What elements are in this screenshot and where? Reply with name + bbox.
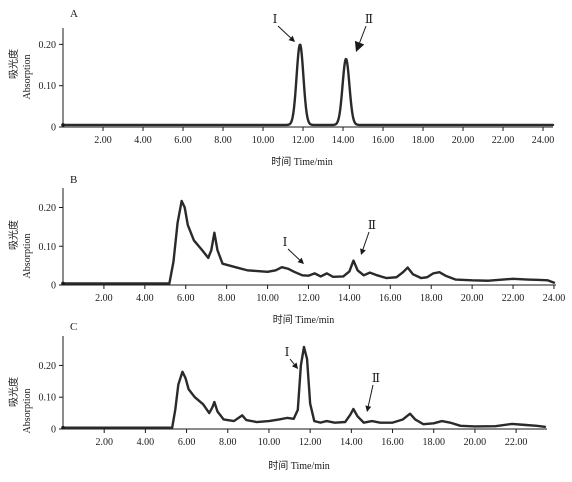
x-tick-label: 10.00 (252, 135, 275, 146)
baseline-start-marker (61, 425, 65, 430)
x-tick-label: 24.00 (543, 293, 566, 304)
x-tick-label: 20.00 (461, 293, 484, 304)
x-tick-label: 8.00 (219, 437, 237, 448)
panel-c: C 吸光度 Absorption 0 0.10 0.20 2.00 4.00 6.00 8.00 1… (7, 321, 547, 472)
x-tick-label: 18.00 (412, 135, 435, 146)
y-tick-label: 0.10 (39, 242, 57, 253)
x-tick-label: 14.00 (340, 437, 363, 448)
peak-annotation: Ⅱ (360, 218, 376, 255)
y-axis-label-cn: 吸光度 (7, 49, 20, 79)
arrow-head (365, 405, 372, 412)
panel-letter: A (70, 8, 78, 20)
y-tick-label: 0.20 (39, 361, 57, 372)
x-tick-label: 8.00 (214, 135, 232, 146)
y-axis-label-cn: 吸光度 (7, 377, 20, 407)
x-tick-label: 4.00 (137, 437, 155, 448)
arrow-head (291, 362, 298, 369)
peak-label: Ⅰ (273, 12, 278, 26)
peak-annotation: Ⅰ (285, 345, 298, 369)
x-tick-label: 22.00 (492, 135, 515, 146)
x-tick-label: 18.00 (420, 293, 443, 304)
x-tick-label: 14.00 (332, 135, 355, 146)
series-line (61, 345, 547, 429)
peak-annotation: Ⅰ (273, 12, 295, 42)
arrow-shaft (359, 25, 367, 43)
arrow-shaft (289, 358, 295, 365)
x-tick-label: 2.00 (94, 135, 112, 146)
peak-label: Ⅰ (285, 345, 290, 359)
peak-label: Ⅱ (365, 12, 373, 26)
peak-annotation: Ⅰ (283, 235, 304, 264)
arrow-head (297, 257, 304, 264)
arrow-shaft (287, 248, 300, 261)
x-tick-label: 4.00 (134, 135, 152, 146)
y-tick-label: 0 (51, 123, 56, 134)
x-tick-label: 16.00 (381, 437, 404, 448)
x-axis-label: 时间 Time/min (268, 459, 330, 472)
peak-annotation: Ⅱ (365, 371, 380, 412)
arrow-head (354, 40, 365, 52)
x-tick-label: 6.00 (177, 293, 195, 304)
x-tick-label: 12.00 (297, 293, 320, 304)
arrow-shaft (277, 25, 291, 39)
x-tick-label: 10.00 (256, 293, 279, 304)
y-tick-label: 0 (51, 425, 56, 436)
x-tick-label: 24.00 (532, 135, 555, 146)
peak-label: Ⅱ (372, 371, 380, 385)
y-axis-label-en: Absorption (22, 55, 33, 100)
x-tick-label: 6.00 (174, 135, 192, 146)
x-tick-label: 8.00 (218, 293, 236, 304)
x-tick-label: 4.00 (136, 293, 154, 304)
x-tick-label: 2.00 (95, 437, 113, 448)
y-tick-label: 0 (51, 281, 56, 292)
y-axis-label-en: Absorption (22, 389, 33, 434)
peak-label: Ⅱ (368, 218, 376, 232)
y-tick-label: 0.10 (39, 393, 57, 404)
x-tick-label: 16.00 (372, 135, 395, 146)
arrow-head (288, 35, 295, 42)
panel-b: B 吸光度 Absorption 0 0.10 0.20 2.00 4.00 6.00 8.00 1… (7, 174, 565, 326)
series-line (61, 43, 555, 127)
y-tick-label: 0.10 (39, 81, 57, 92)
x-tick-label: 16.00 (379, 293, 402, 304)
baseline-start-marker (61, 281, 65, 286)
x-tick-label: 22.00 (502, 293, 525, 304)
panel-a: A 吸光度 Absorption 0 0.10 0.20 2.00 4.00 6.00 8.00 1… (7, 8, 554, 168)
y-tick-label: 0.20 (39, 203, 57, 214)
x-tick-label: 10.00 (258, 437, 281, 448)
panel-letter: C (70, 321, 77, 333)
x-tick-label: 14.00 (338, 293, 361, 304)
x-tick-label: 20.00 (452, 135, 475, 146)
peak-label: Ⅰ (283, 235, 288, 249)
arrow-head (360, 248, 366, 255)
x-tick-label: 12.00 (299, 437, 322, 448)
baseline-start-marker (61, 123, 65, 127)
x-axis-label: 时间 Time/min (271, 155, 333, 168)
x-tick-label: 6.00 (178, 437, 196, 448)
x-tick-label: 2.00 (95, 293, 113, 304)
x-tick-label: 20.00 (464, 437, 487, 448)
arrow-shaft (362, 231, 370, 250)
x-tick-label: 18.00 (422, 437, 445, 448)
y-axis-label-cn: 吸光度 (7, 220, 20, 250)
y-axis-label-en: Absorption (22, 234, 33, 279)
x-axis-label: 时间 Time/min (273, 313, 335, 326)
x-tick-label: 22.00 (505, 437, 528, 448)
y-tick-label: 0.20 (39, 40, 57, 51)
panel-letter: B (70, 174, 77, 186)
x-tick-label: 12.00 (292, 135, 315, 146)
arrow-shaft (367, 384, 374, 407)
peak-annotation: Ⅱ (354, 12, 373, 52)
series-line (61, 199, 556, 285)
